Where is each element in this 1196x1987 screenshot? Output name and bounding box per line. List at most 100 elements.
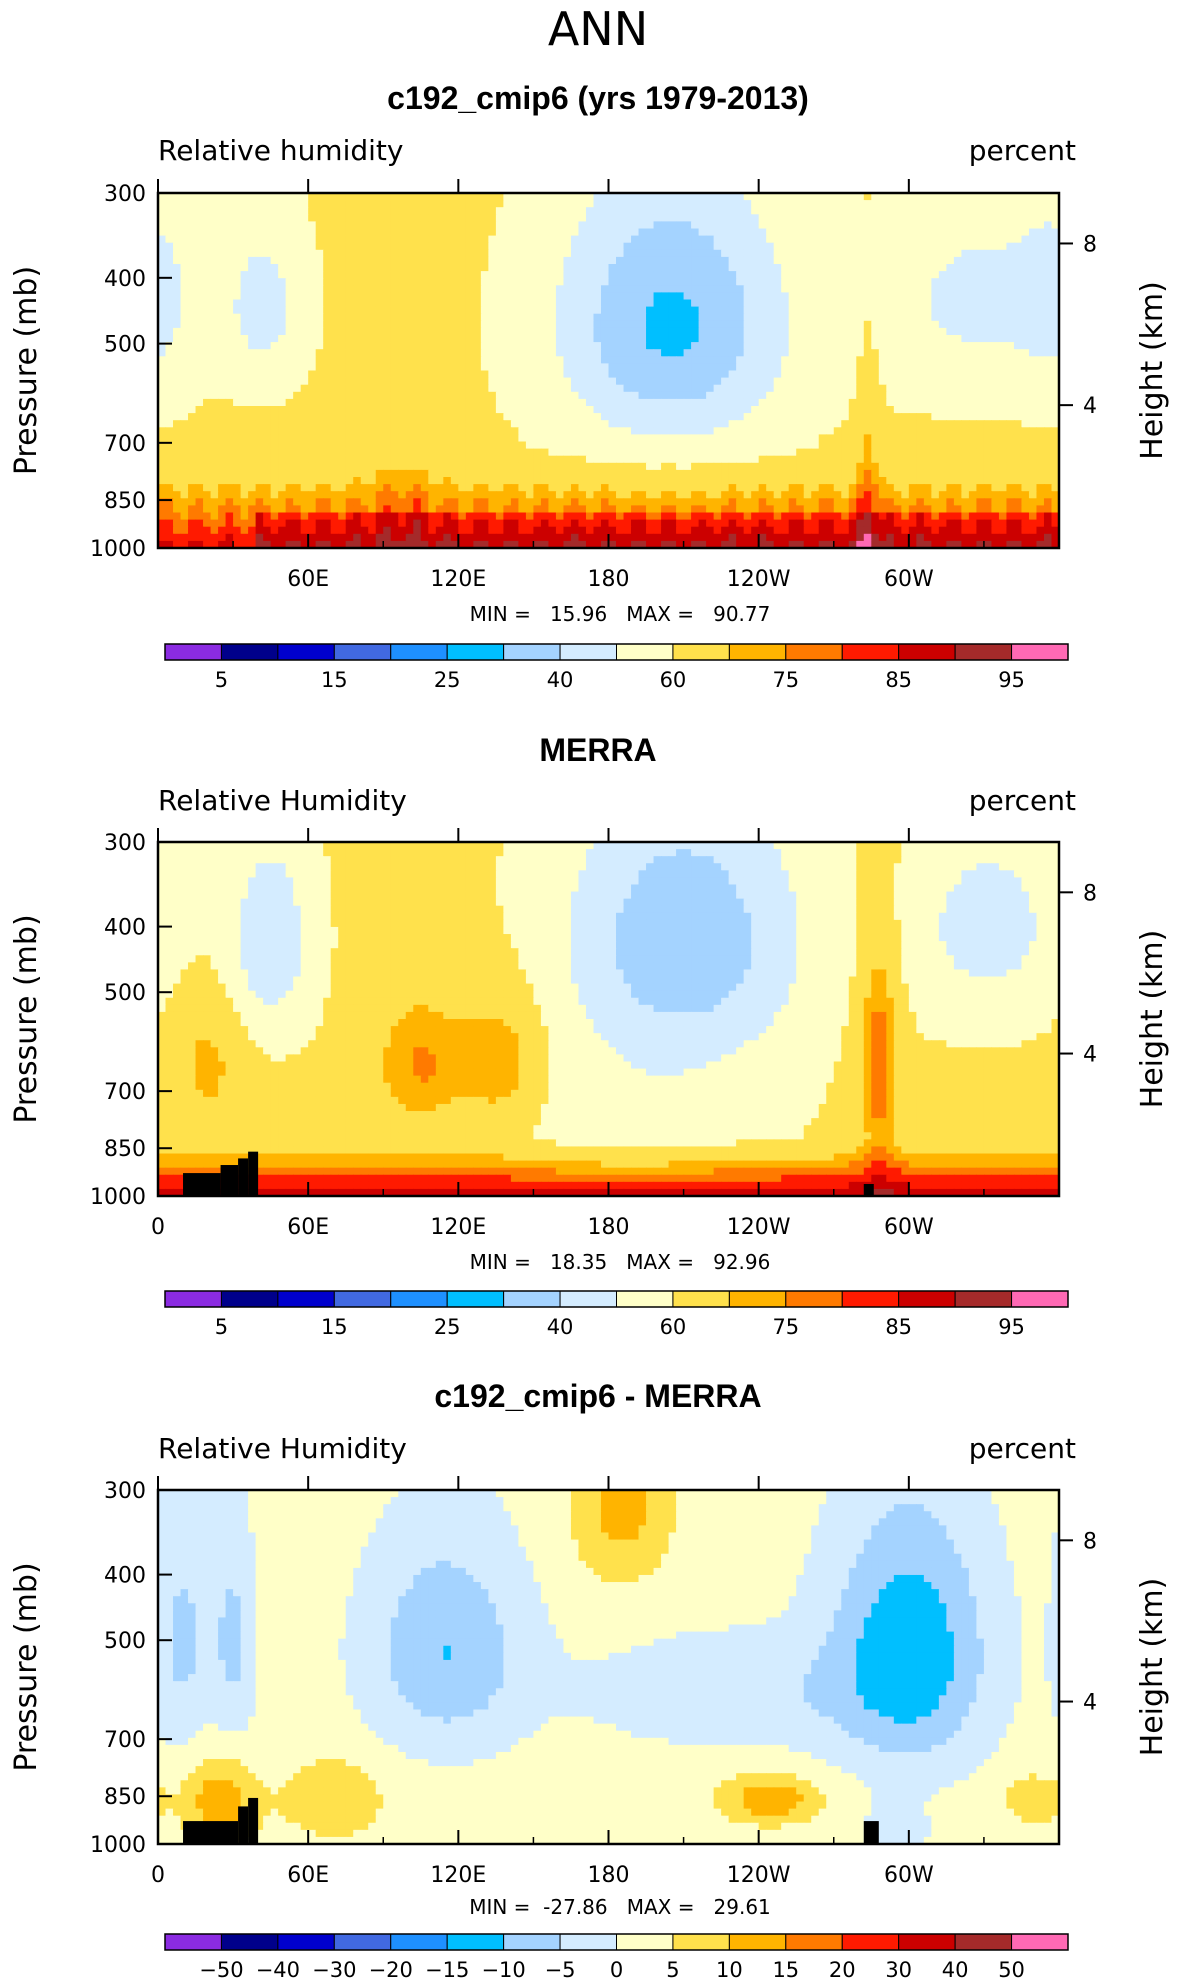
field-cell [991, 398, 1000, 407]
field-cell [781, 327, 790, 336]
field-cell [841, 370, 850, 379]
field-cell [195, 271, 204, 279]
field-cell [886, 377, 895, 386]
field-cell [420, 313, 429, 322]
field-cell [225, 406, 234, 414]
field-cell [488, 242, 497, 251]
field-cell [180, 242, 189, 251]
field-cell [368, 313, 377, 322]
field-cell [368, 427, 377, 435]
field-cell [721, 441, 730, 450]
field-cell [668, 327, 677, 336]
field-cell [555, 335, 565, 343]
field-cell [300, 370, 309, 379]
field-cell [473, 448, 482, 457]
field-cell [450, 207, 459, 215]
field-cell [743, 256, 752, 265]
field-cell [510, 370, 519, 379]
field-cell [796, 193, 805, 201]
field-cell [525, 420, 535, 428]
field-cell [540, 384, 550, 393]
field-cell [1051, 477, 1060, 485]
field-cell [1006, 207, 1015, 215]
field-cell [420, 193, 429, 201]
field-cell [443, 285, 452, 293]
field-cell [203, 320, 212, 329]
field-cell [600, 448, 610, 457]
field-cell [758, 299, 767, 308]
field-cell [353, 285, 362, 293]
field-cell [285, 235, 294, 244]
field-cell [938, 462, 947, 471]
field-cell [781, 448, 790, 457]
field-cell [638, 299, 647, 308]
field-cell [871, 420, 880, 428]
field-cell [360, 434, 369, 443]
field-cell [766, 200, 775, 208]
field-cell [315, 292, 324, 301]
field-cell [691, 398, 700, 407]
field-cell [856, 406, 865, 414]
field-cell [420, 477, 429, 485]
field-cell [518, 420, 527, 428]
field-cell [901, 221, 910, 230]
field-cell [1028, 214, 1038, 222]
field-cell [435, 200, 444, 208]
field-cell [270, 193, 279, 201]
field-cell [458, 271, 467, 279]
field-cell [473, 356, 482, 364]
field-cell [578, 406, 587, 414]
field-cell [631, 242, 640, 251]
field-cell [653, 469, 662, 478]
field-cell [293, 349, 302, 357]
field-cell [180, 285, 189, 293]
field-cell [998, 427, 1008, 435]
field-cell [713, 462, 722, 471]
field-cell [300, 413, 309, 421]
field-cell [781, 221, 790, 230]
field-cell [991, 327, 1000, 336]
field-cell [203, 377, 212, 386]
field-cell [773, 413, 782, 421]
field-cell [878, 193, 887, 201]
field-cell [1006, 342, 1015, 350]
field-cell [908, 398, 917, 407]
field-cell [345, 249, 354, 258]
field-cell [420, 349, 429, 357]
field-cell [961, 434, 970, 443]
field-cell [165, 228, 174, 237]
field-cell [488, 214, 497, 222]
field-cell [728, 427, 737, 435]
field-cell [225, 264, 234, 272]
field-cell [721, 313, 730, 322]
field-cell [683, 462, 692, 471]
field-cell [736, 299, 745, 308]
field-cell [345, 391, 354, 400]
field-cell [300, 484, 309, 492]
field-cell [848, 235, 857, 244]
field-cell [398, 299, 407, 308]
field-cell [323, 207, 332, 215]
field-cell [173, 335, 182, 343]
field-cell [330, 335, 339, 343]
field-cell [938, 264, 947, 272]
field-cell [698, 406, 707, 414]
field-cell [533, 193, 542, 201]
field-cell [901, 427, 910, 435]
field-cell [811, 228, 820, 237]
field-cell [278, 377, 287, 386]
field-cell [713, 349, 722, 357]
field-cell [796, 370, 805, 379]
field-cell [1036, 207, 1045, 215]
field-cell [713, 413, 722, 421]
field-cell [653, 413, 662, 421]
field-cell [878, 356, 887, 364]
field-cell [1028, 448, 1038, 457]
field-cell [781, 207, 790, 215]
field-cell [405, 335, 414, 343]
field-cell [878, 285, 887, 293]
field-cell [563, 363, 572, 372]
field-cell [158, 398, 167, 407]
field-cell [916, 356, 925, 364]
field-cell [255, 299, 264, 308]
